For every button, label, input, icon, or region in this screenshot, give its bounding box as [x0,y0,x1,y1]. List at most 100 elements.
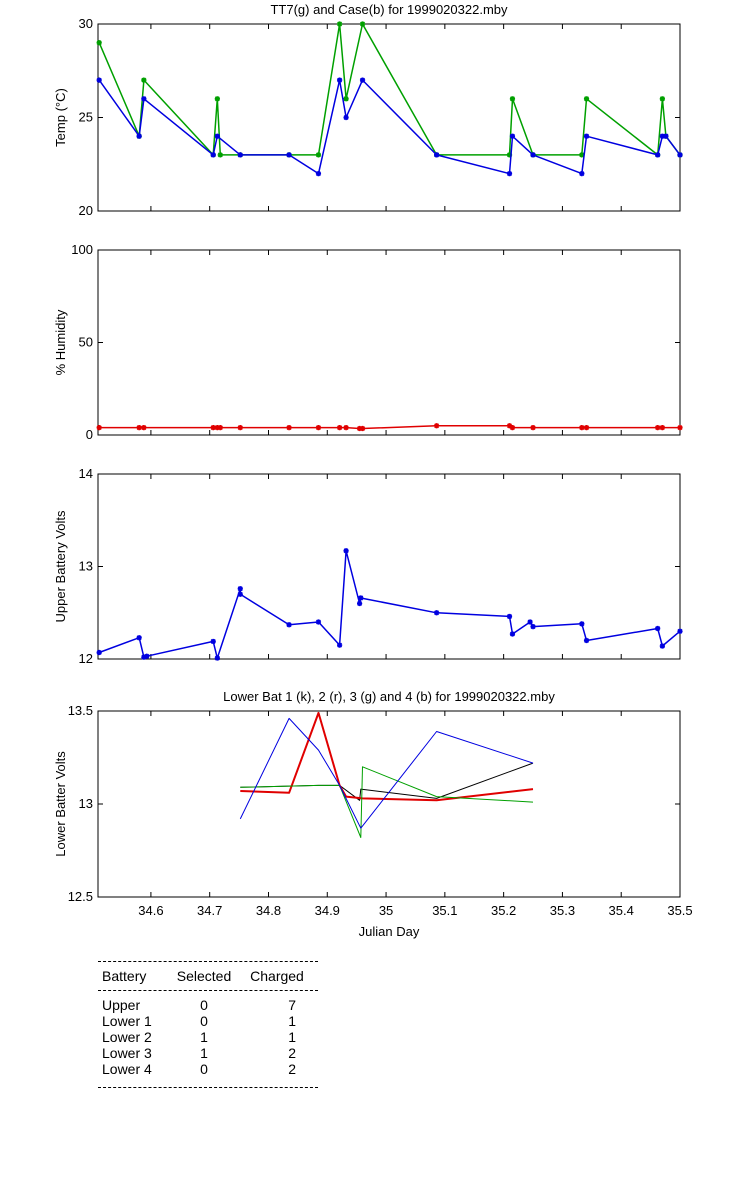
data-point [214,96,220,102]
data-point [315,171,322,177]
data-point [315,619,322,625]
data-point [509,425,516,431]
data-point [359,77,366,83]
series-2 [96,77,683,177]
battery-charge-table: Battery Selected Charged Upper 0 7 Lower… [98,961,318,1088]
x-tick-label: 34.9 [315,903,340,918]
axes-frame [97,23,681,212]
y-tick-label: 13.5 [68,703,93,718]
data-point [659,425,665,431]
data-point [583,133,590,139]
y-tick-label: 20 [79,203,93,218]
figure: 20 25 30 TT7(g) and Case(b) for 1999020322.… [53,2,693,939]
table-header-rule [98,990,318,991]
data-point [434,423,440,429]
data-point [343,114,349,121]
cell-selected: 0 [200,997,208,1013]
table-bottom-rule [98,1087,318,1088]
series-line [239,717,534,829]
data-point [506,152,513,158]
data-point [343,425,349,431]
series-line [99,425,680,430]
data-point [677,628,683,634]
data-point [337,21,343,27]
chart-panel-2: 0 50 100 % Humidity [53,242,683,442]
data-point [434,610,440,616]
data-point [96,40,102,46]
data-point [210,425,216,431]
cell-battery: Upper [102,997,141,1013]
series-1 [96,548,683,661]
x-axis-label: Julian Day [359,924,420,939]
y-tick-label: 13 [79,796,93,811]
series-line [240,766,534,838]
data-point [506,171,513,177]
cell-charged: 1 [288,1013,296,1029]
cell-battery: Lower 2 [102,1029,152,1045]
axes-frame [97,473,681,660]
x-tick-label: 34.7 [197,903,222,918]
data-point [663,133,669,139]
data-point [237,425,243,431]
y-tick-label: 30 [79,16,93,31]
y-tick-label: 13 [79,559,93,574]
data-point [509,631,516,637]
x-tick-label: 35 [379,903,393,918]
cell-selected: 0 [200,1061,208,1077]
y-axis-label: % Humidity [53,309,68,375]
data-point [677,152,683,158]
data-point [583,637,590,644]
y-tick-label: 12.5 [68,889,93,904]
y-axis-label: Upper Battery Volts [53,510,68,622]
data-point [655,152,661,158]
y-tick-label: 25 [79,110,93,125]
data-point [343,548,349,554]
data-point [359,425,366,432]
data-point [286,152,292,158]
data-point [659,643,665,649]
y-axis-label: Lower Batter Volts [53,751,68,857]
data-point [579,152,585,158]
data-point [96,425,102,431]
data-point [315,425,322,431]
table-header-row: Battery Selected Charged [98,962,318,990]
data-point [337,77,343,83]
table-row: Lower 4 0 2 [98,1061,318,1077]
series-1 [96,423,683,432]
data-point [357,600,363,607]
axes-frame [97,249,681,436]
data-point [286,622,292,628]
data-point [506,423,513,429]
chart-panel-4: 34.6 34.7 34.8 34.9 35 35.1 35.2 35.3 35.4 35.5 12… [53,689,693,939]
header-selected: Selected [176,968,232,984]
data-point [214,655,220,661]
cell-battery: Lower 4 [102,1061,152,1077]
x-tick-label: 34.6 [138,903,163,918]
data-point [583,425,590,431]
header-charged: Charged [250,968,304,984]
cell-charged: 1 [288,1029,296,1045]
data-point [509,133,516,139]
data-point [141,96,147,102]
chart-title: Lower Bat 1 (k), 2 (r), 3 (g) and 4 (b) … [223,689,555,704]
data-point [96,77,102,83]
data-point [358,595,364,601]
data-point [659,96,665,102]
axes-frame [97,710,681,898]
header-battery: Battery [102,968,147,984]
series-4 [239,717,534,829]
data-point [214,133,220,139]
table-row: Lower 1 0 1 [98,1013,318,1029]
y-axis-label: Temp (°C) [53,88,68,147]
data-point [655,625,661,632]
cell-charged: 7 [288,997,296,1013]
chart-panel-3: 12 13 14 Upper Battery Volts [53,466,683,666]
data-point [315,152,322,158]
data-point [136,635,142,641]
table-row: Lower 3 1 2 [98,1045,318,1061]
y-tick-label: 0 [86,427,93,442]
data-point [136,425,142,431]
data-point [217,425,223,431]
data-point [136,133,142,139]
data-point [509,96,516,102]
